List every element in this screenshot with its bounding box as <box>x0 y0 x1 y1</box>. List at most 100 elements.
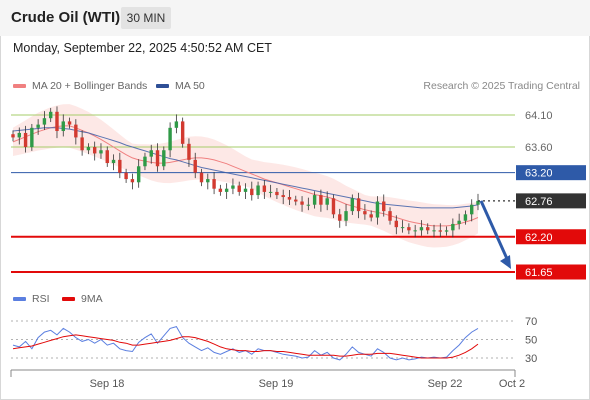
level-label-63.60: 63.60 <box>525 142 553 154</box>
x-tick-label-sep-19: Sep 19 <box>259 378 294 390</box>
candle-body <box>17 132 21 138</box>
level-label-64.10: 64.10 <box>525 110 553 122</box>
candle-body <box>262 185 267 192</box>
candle-body <box>99 150 103 154</box>
level-tag-61.65 <box>516 264 586 280</box>
level-label-61.65: 61.65 <box>525 267 553 279</box>
candle-body <box>250 188 254 196</box>
candle-body <box>388 211 392 221</box>
candle-body <box>407 227 411 231</box>
candle-body <box>237 185 241 192</box>
candle-body <box>55 111 59 132</box>
candle-body <box>174 121 179 128</box>
candle-body <box>294 199 298 202</box>
level-tag-62.20 <box>516 229 586 245</box>
candle-body <box>331 198 336 215</box>
candle-body <box>419 227 424 231</box>
candle-body <box>143 156 147 167</box>
ma50-swatch <box>156 84 169 88</box>
level-label-63.20: 63.20 <box>525 168 553 180</box>
candle-body <box>92 147 97 154</box>
candle-body <box>30 127 34 148</box>
candle-body <box>432 230 436 232</box>
candle-body <box>451 223 455 231</box>
candle-body <box>426 227 430 231</box>
instrument-title: Crude Oil (WTI) <box>11 9 121 26</box>
candle-body <box>212 179 216 189</box>
candle-body <box>136 166 141 183</box>
legend-rsi: RSI <box>13 293 50 305</box>
candle-body <box>243 188 248 192</box>
ma50-line <box>12 127 479 209</box>
legend-ma50: MA 50 <box>156 80 205 92</box>
candle-body <box>350 198 355 212</box>
legend-rsi-ma: 9MA <box>62 293 103 305</box>
x-tick-label-oct-2: Oct 2 <box>499 378 525 390</box>
candle-body <box>413 230 417 232</box>
candle-body <box>281 195 285 198</box>
candle-body <box>338 214 342 221</box>
rsi-tick-50: 50 <box>525 335 537 347</box>
timeframe-badge[interactable]: 30 MIN <box>121 7 171 29</box>
candle-body <box>463 214 468 221</box>
legend-ma20-label: MA 20 + Bollinger Bands <box>32 80 148 92</box>
candle-body <box>287 197 292 200</box>
candle-body <box>369 214 373 218</box>
candle-body <box>470 204 474 215</box>
legend-rsi-ma-label: 9MA <box>81 293 103 305</box>
candle-body <box>400 227 405 229</box>
rsi-tick-30: 30 <box>525 353 537 365</box>
candle-body <box>275 191 279 196</box>
candle-body <box>231 185 235 189</box>
candle-body <box>130 179 135 183</box>
candle-body <box>206 179 210 183</box>
candle-body <box>438 230 443 232</box>
candle-body <box>300 201 304 205</box>
candle-body <box>105 150 109 164</box>
candle-body <box>48 111 53 119</box>
header-bar <box>0 0 590 36</box>
candle-body <box>312 195 317 205</box>
candle-body <box>180 121 185 144</box>
candle-body <box>444 230 449 232</box>
candle-body <box>149 150 153 157</box>
forecast-arrowhead <box>500 255 511 269</box>
level-label-62.20: 62.20 <box>525 232 553 244</box>
candle-body <box>325 198 329 205</box>
candle-body <box>11 134 15 138</box>
candle-body <box>356 198 361 212</box>
candle-body <box>218 188 223 192</box>
candle-body <box>363 211 367 215</box>
current-price-tag <box>516 193 586 209</box>
candle-body <box>193 159 197 173</box>
candle-body <box>375 201 380 218</box>
timestamp: Monday, September 22, 2025 4:50:52 AM CE… <box>13 41 272 55</box>
candle-body <box>256 185 260 196</box>
candle-body <box>319 195 323 205</box>
candle-body <box>457 220 461 224</box>
current-price-label: 62.76 <box>525 196 553 208</box>
legend-rsi-label: RSI <box>32 293 50 305</box>
research-credit: Research © 2025 Trading Central <box>423 80 580 92</box>
legend-ma50-label: MA 50 <box>175 80 205 92</box>
x-tick-label-sep-18: Sep 18 <box>90 378 125 390</box>
candle-body <box>344 211 348 221</box>
candle-body <box>187 143 191 160</box>
candle-body <box>61 121 65 132</box>
candle-body <box>168 127 172 151</box>
candle-body <box>155 150 160 167</box>
rsi-swatch <box>13 297 26 301</box>
x-tick-label-sep-22: Sep 22 <box>428 378 463 390</box>
rsi-ma-swatch <box>62 297 75 301</box>
candle-body <box>199 172 204 183</box>
rsi-series-rsi <box>12 326 479 361</box>
forecast-arrow-shaft <box>479 200 510 262</box>
candle-body <box>42 118 47 125</box>
level-tag-63.20 <box>516 165 586 181</box>
candle-body <box>476 200 480 205</box>
candle-body <box>306 204 311 206</box>
candle-body <box>67 121 72 125</box>
candle-body <box>80 137 84 151</box>
candle-body <box>118 159 122 173</box>
